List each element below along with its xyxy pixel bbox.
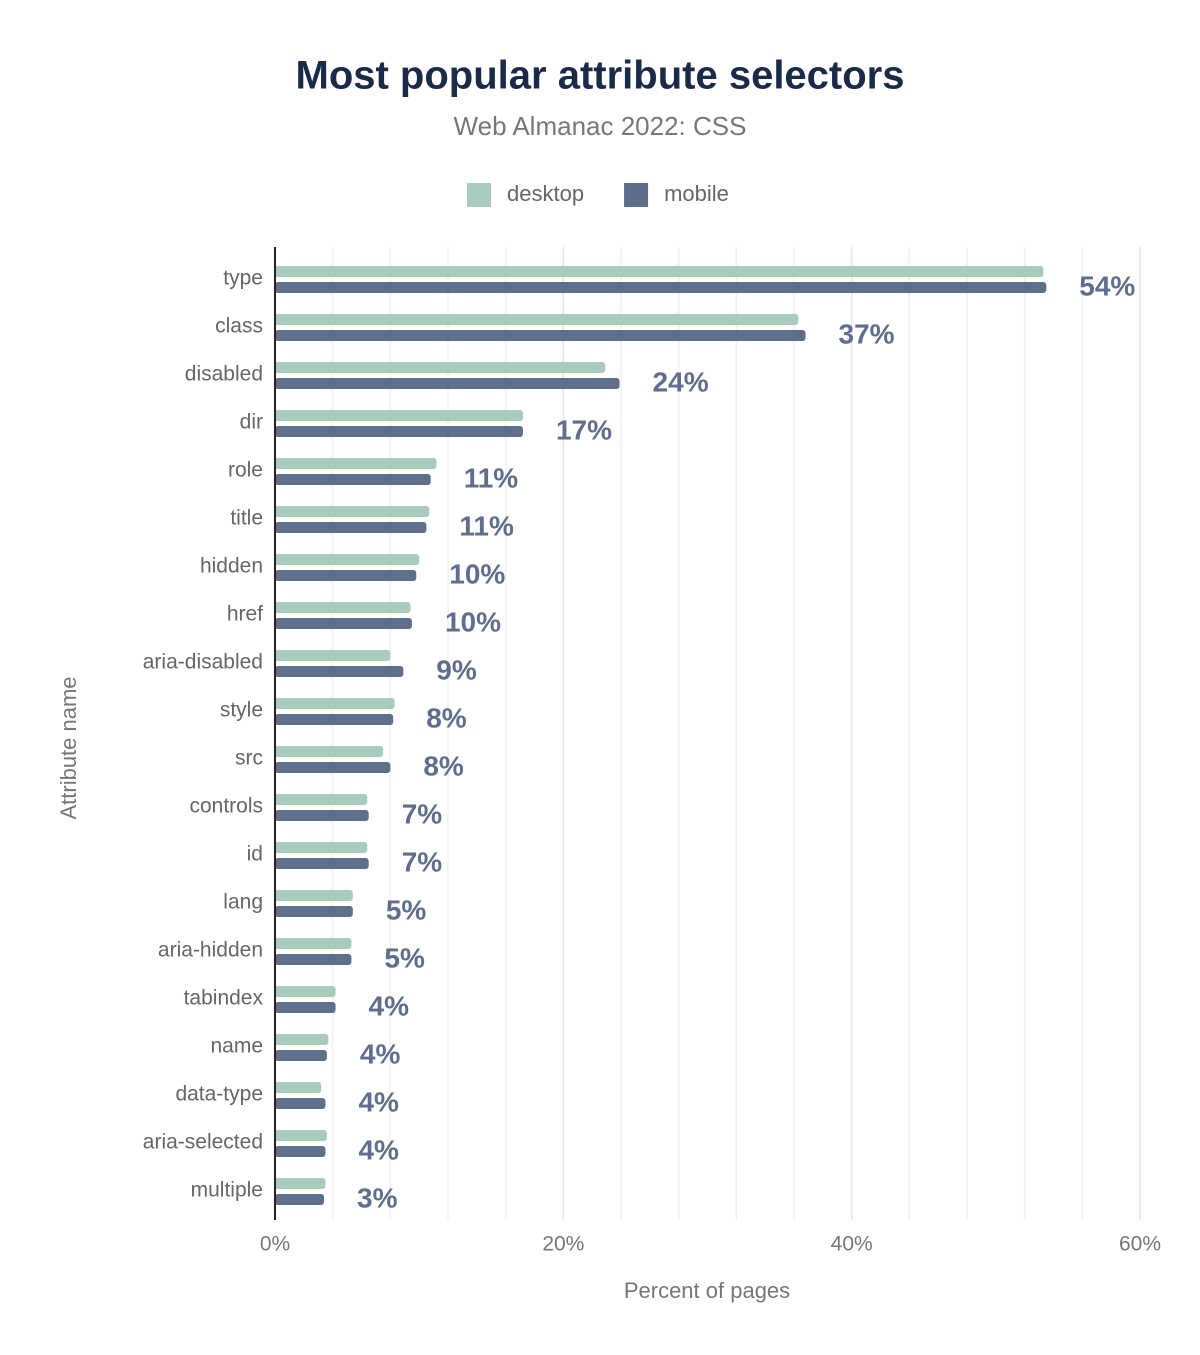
bar	[275, 1146, 326, 1157]
bar	[275, 1178, 326, 1189]
y-tick-label: aria-selected	[143, 1131, 263, 1154]
value-label: 4%	[358, 1086, 399, 1117]
chart-title: Most popular attribute selectors	[296, 54, 905, 98]
bar	[275, 410, 523, 421]
y-tick-label: aria-hidden	[158, 939, 263, 962]
bar	[275, 698, 395, 709]
bar	[275, 842, 368, 853]
bar	[275, 906, 353, 917]
value-label: 5%	[386, 894, 427, 925]
bar	[275, 746, 384, 757]
bar	[275, 1082, 322, 1093]
x-tick-label: 0%	[260, 1233, 290, 1256]
bar	[275, 794, 368, 805]
value-label: 10%	[449, 558, 505, 589]
value-label: 4%	[369, 990, 410, 1021]
bar	[275, 938, 352, 949]
y-tick-label: style	[220, 699, 263, 722]
bar	[275, 714, 394, 725]
value-label: 11%	[459, 510, 514, 541]
bar	[275, 890, 353, 901]
bar	[275, 954, 352, 965]
bar	[275, 1130, 327, 1141]
bar	[275, 458, 437, 469]
x-tick-label: 60%	[1119, 1233, 1161, 1256]
value-label: 11%	[464, 462, 519, 493]
value-label: 24%	[653, 366, 709, 397]
bar	[275, 426, 523, 437]
value-label: 10%	[445, 606, 501, 637]
bar	[275, 1034, 329, 1045]
bar	[275, 474, 431, 485]
chart-subtitle: Web Almanac 2022: CSS	[454, 111, 747, 141]
value-label: 3%	[357, 1182, 398, 1213]
value-label: 8%	[426, 702, 467, 733]
y-tick-label: id	[247, 843, 263, 866]
legend-label: desktop	[507, 181, 584, 206]
y-tick-label: controls	[189, 795, 263, 818]
bar	[275, 362, 606, 373]
bar	[275, 810, 369, 821]
value-label: 4%	[360, 1038, 401, 1069]
bar	[275, 522, 427, 533]
bar	[275, 650, 391, 661]
value-label: 17%	[556, 414, 612, 445]
y-tick-label: multiple	[191, 1179, 263, 1202]
y-tick-label: disabled	[185, 363, 263, 386]
value-label: 7%	[402, 798, 443, 829]
value-label: 5%	[384, 942, 425, 973]
bar	[275, 266, 1044, 277]
y-tick-label: name	[210, 1035, 263, 1058]
bar	[275, 1194, 325, 1205]
bar	[275, 666, 404, 677]
y-tick-label: aria-disabled	[143, 651, 263, 674]
y-tick-label: dir	[240, 411, 263, 434]
value-label: 7%	[402, 846, 443, 877]
bar	[275, 554, 420, 565]
value-label: 8%	[423, 750, 464, 781]
bar	[275, 602, 411, 613]
bar	[275, 1098, 326, 1109]
value-label: 37%	[839, 318, 895, 349]
y-tick-label: type	[223, 267, 263, 290]
bar	[275, 330, 806, 341]
x-axis-title: Percent of pages	[624, 1278, 790, 1303]
y-tick-label: title	[230, 507, 263, 530]
y-tick-label: class	[215, 315, 263, 338]
bar	[275, 314, 799, 325]
y-tick-label: role	[228, 459, 263, 482]
legend-swatch	[467, 183, 491, 207]
bar	[275, 618, 412, 629]
bar	[275, 570, 417, 581]
y-axis-title: Attribute name	[56, 676, 81, 819]
bar	[275, 506, 430, 517]
y-tick-label: hidden	[200, 555, 263, 578]
bar	[275, 1002, 336, 1013]
bar	[275, 282, 1047, 293]
y-tick-label: href	[227, 603, 263, 626]
legend-label: mobile	[664, 181, 729, 206]
y-tick-label: data-type	[175, 1083, 263, 1106]
bar	[275, 986, 336, 997]
bar	[275, 1050, 327, 1061]
value-label: 9%	[436, 654, 477, 685]
x-tick-label: 40%	[831, 1233, 873, 1256]
y-tick-label: tabindex	[184, 987, 264, 1010]
legend-swatch	[624, 183, 649, 207]
y-tick-label: src	[235, 747, 263, 770]
value-label: 4%	[358, 1134, 399, 1165]
bar	[275, 858, 369, 869]
bar	[275, 762, 391, 773]
bar	[275, 378, 620, 389]
x-tick-label: 20%	[542, 1233, 584, 1256]
value-label: 54%	[1079, 270, 1135, 301]
y-tick-label: lang	[223, 891, 263, 914]
